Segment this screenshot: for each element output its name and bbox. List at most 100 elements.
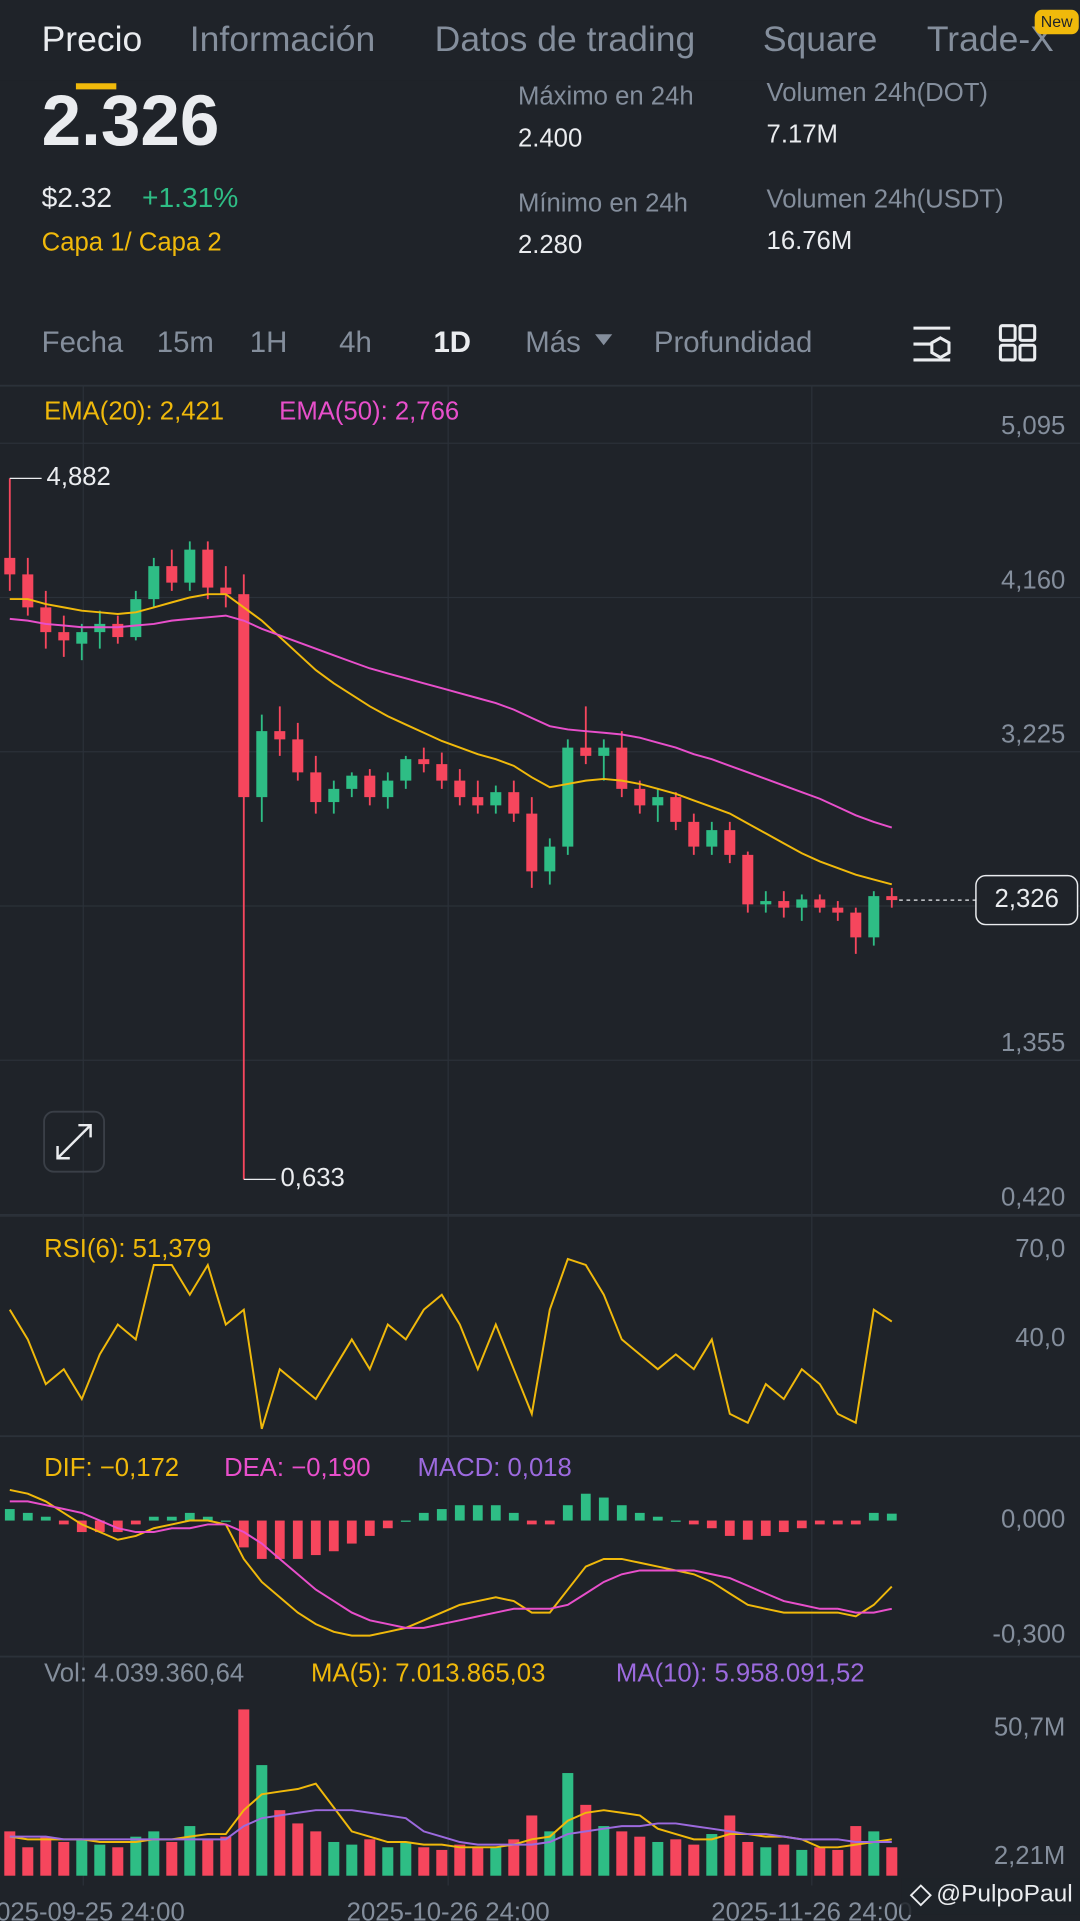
volume-bar — [130, 1836, 142, 1876]
y-tick-label: 1,355 — [1001, 1029, 1065, 1057]
y-tick-label: 0,420 — [1001, 1183, 1065, 1211]
volume-bar — [670, 1839, 682, 1876]
layout-icon[interactable] — [1018, 324, 1037, 342]
candle-body — [526, 813, 538, 872]
interval[interactable]: 15m — [157, 326, 214, 359]
tab[interactable]: Datos de trading — [435, 19, 696, 59]
tab[interactable]: Información — [190, 19, 375, 59]
macd-bar — [490, 1505, 501, 1521]
stat-label: Mínimo en 24h — [518, 189, 688, 217]
candle-body — [670, 797, 682, 822]
macd-bar — [400, 1520, 411, 1522]
macd-bar — [40, 1516, 51, 1521]
volume-bar — [400, 1841, 412, 1876]
expand-icon — [56, 1123, 92, 1160]
layout-icon[interactable] — [1018, 343, 1037, 362]
candle-body — [760, 901, 772, 905]
extreme-label: 4,882 — [47, 463, 111, 491]
layout-icon[interactable] — [998, 324, 1017, 342]
interval[interactable]: 1H — [250, 326, 288, 359]
volume-bar — [508, 1839, 520, 1876]
volume-bar — [292, 1823, 304, 1876]
tab[interactable]: Precio — [42, 19, 143, 59]
volume-bar — [634, 1836, 646, 1876]
legend-entry: RSI(6): 51,379 — [44, 1235, 211, 1263]
indicator-line — [9, 1488, 893, 1637]
macd-bar — [562, 1505, 573, 1521]
candle-body — [742, 854, 754, 905]
stat-value: 2.400 — [518, 124, 582, 152]
macd-bar — [220, 1520, 231, 1522]
volume-bar — [148, 1831, 160, 1876]
candle-body — [328, 788, 340, 803]
volume-bar — [238, 1709, 250, 1876]
macd-bar — [670, 1520, 681, 1522]
volume-bar — [616, 1831, 628, 1876]
candle-body — [832, 907, 844, 913]
y-tick-label: 5,095 — [1001, 412, 1065, 440]
expand-button[interactable] — [43, 1110, 105, 1173]
tab[interactable]: Trade-X — [927, 19, 1054, 59]
candle-body — [706, 830, 718, 847]
interval[interactable]: Profundidad — [654, 326, 812, 359]
candle-body — [796, 899, 808, 908]
candle-body — [274, 731, 286, 740]
macd-bar — [364, 1520, 375, 1536]
macd-bar — [652, 1516, 663, 1521]
tag[interactable]: Capa 1/ Capa 2 — [42, 228, 222, 256]
volume-bar — [4, 1831, 16, 1876]
volume-bar — [850, 1826, 862, 1876]
settings-icon[interactable] — [913, 326, 951, 362]
candle-body — [292, 739, 304, 773]
macd-bar — [454, 1505, 465, 1521]
watermark-bg — [901, 1878, 1080, 1915]
tab-underline — [75, 83, 117, 90]
macd-bar — [238, 1520, 249, 1548]
interval[interactable]: 4h — [339, 326, 372, 359]
volume-bar — [94, 1844, 106, 1876]
y-tick-label: -0,300 — [992, 1620, 1065, 1648]
macd-bar — [526, 1520, 537, 1525]
new-badge-text: New — [1041, 14, 1073, 31]
macd-bar — [742, 1520, 753, 1540]
candle-body — [652, 797, 664, 806]
candle-body — [580, 747, 592, 756]
candle-body — [256, 731, 268, 798]
macd-bar — [634, 1512, 645, 1521]
volume-bar — [742, 1841, 754, 1876]
volume-bar — [346, 1844, 358, 1876]
interval[interactable]: 1D — [433, 326, 471, 359]
more-arrow — [595, 334, 613, 346]
layout-icon[interactable] — [998, 343, 1017, 362]
tab[interactable]: Square — [763, 19, 877, 59]
indicator-line — [9, 614, 893, 829]
volume-bar — [364, 1839, 376, 1876]
candle-body — [490, 792, 502, 806]
candle-body — [202, 549, 214, 588]
volume-bar — [526, 1815, 538, 1876]
candle-body — [40, 607, 52, 633]
stat-label: Máximo en 24h — [518, 83, 694, 111]
volume-bar — [112, 1847, 124, 1876]
macd-bar — [382, 1520, 393, 1529]
macd-bar — [544, 1520, 555, 1525]
indicator-line — [8, 1257, 893, 1430]
candle-body — [634, 788, 646, 806]
macd-bar — [886, 1513, 897, 1521]
candle-body — [544, 846, 556, 872]
interval[interactable]: Fecha — [42, 326, 124, 359]
stat-value: 7.17M — [767, 121, 838, 149]
volume-bar — [832, 1849, 844, 1876]
volume-bar — [562, 1773, 574, 1876]
macd-bar — [436, 1509, 447, 1521]
volume-bar — [580, 1804, 592, 1876]
candle-body — [814, 899, 826, 908]
macd-bar — [148, 1516, 159, 1521]
last-price-box — [975, 874, 1079, 926]
macd-bar — [688, 1520, 699, 1525]
candle-body — [616, 747, 628, 789]
volume-bar — [598, 1826, 610, 1876]
volume-bar — [760, 1847, 772, 1876]
volume-bar — [490, 1847, 502, 1876]
interval[interactable]: Más — [525, 326, 581, 359]
